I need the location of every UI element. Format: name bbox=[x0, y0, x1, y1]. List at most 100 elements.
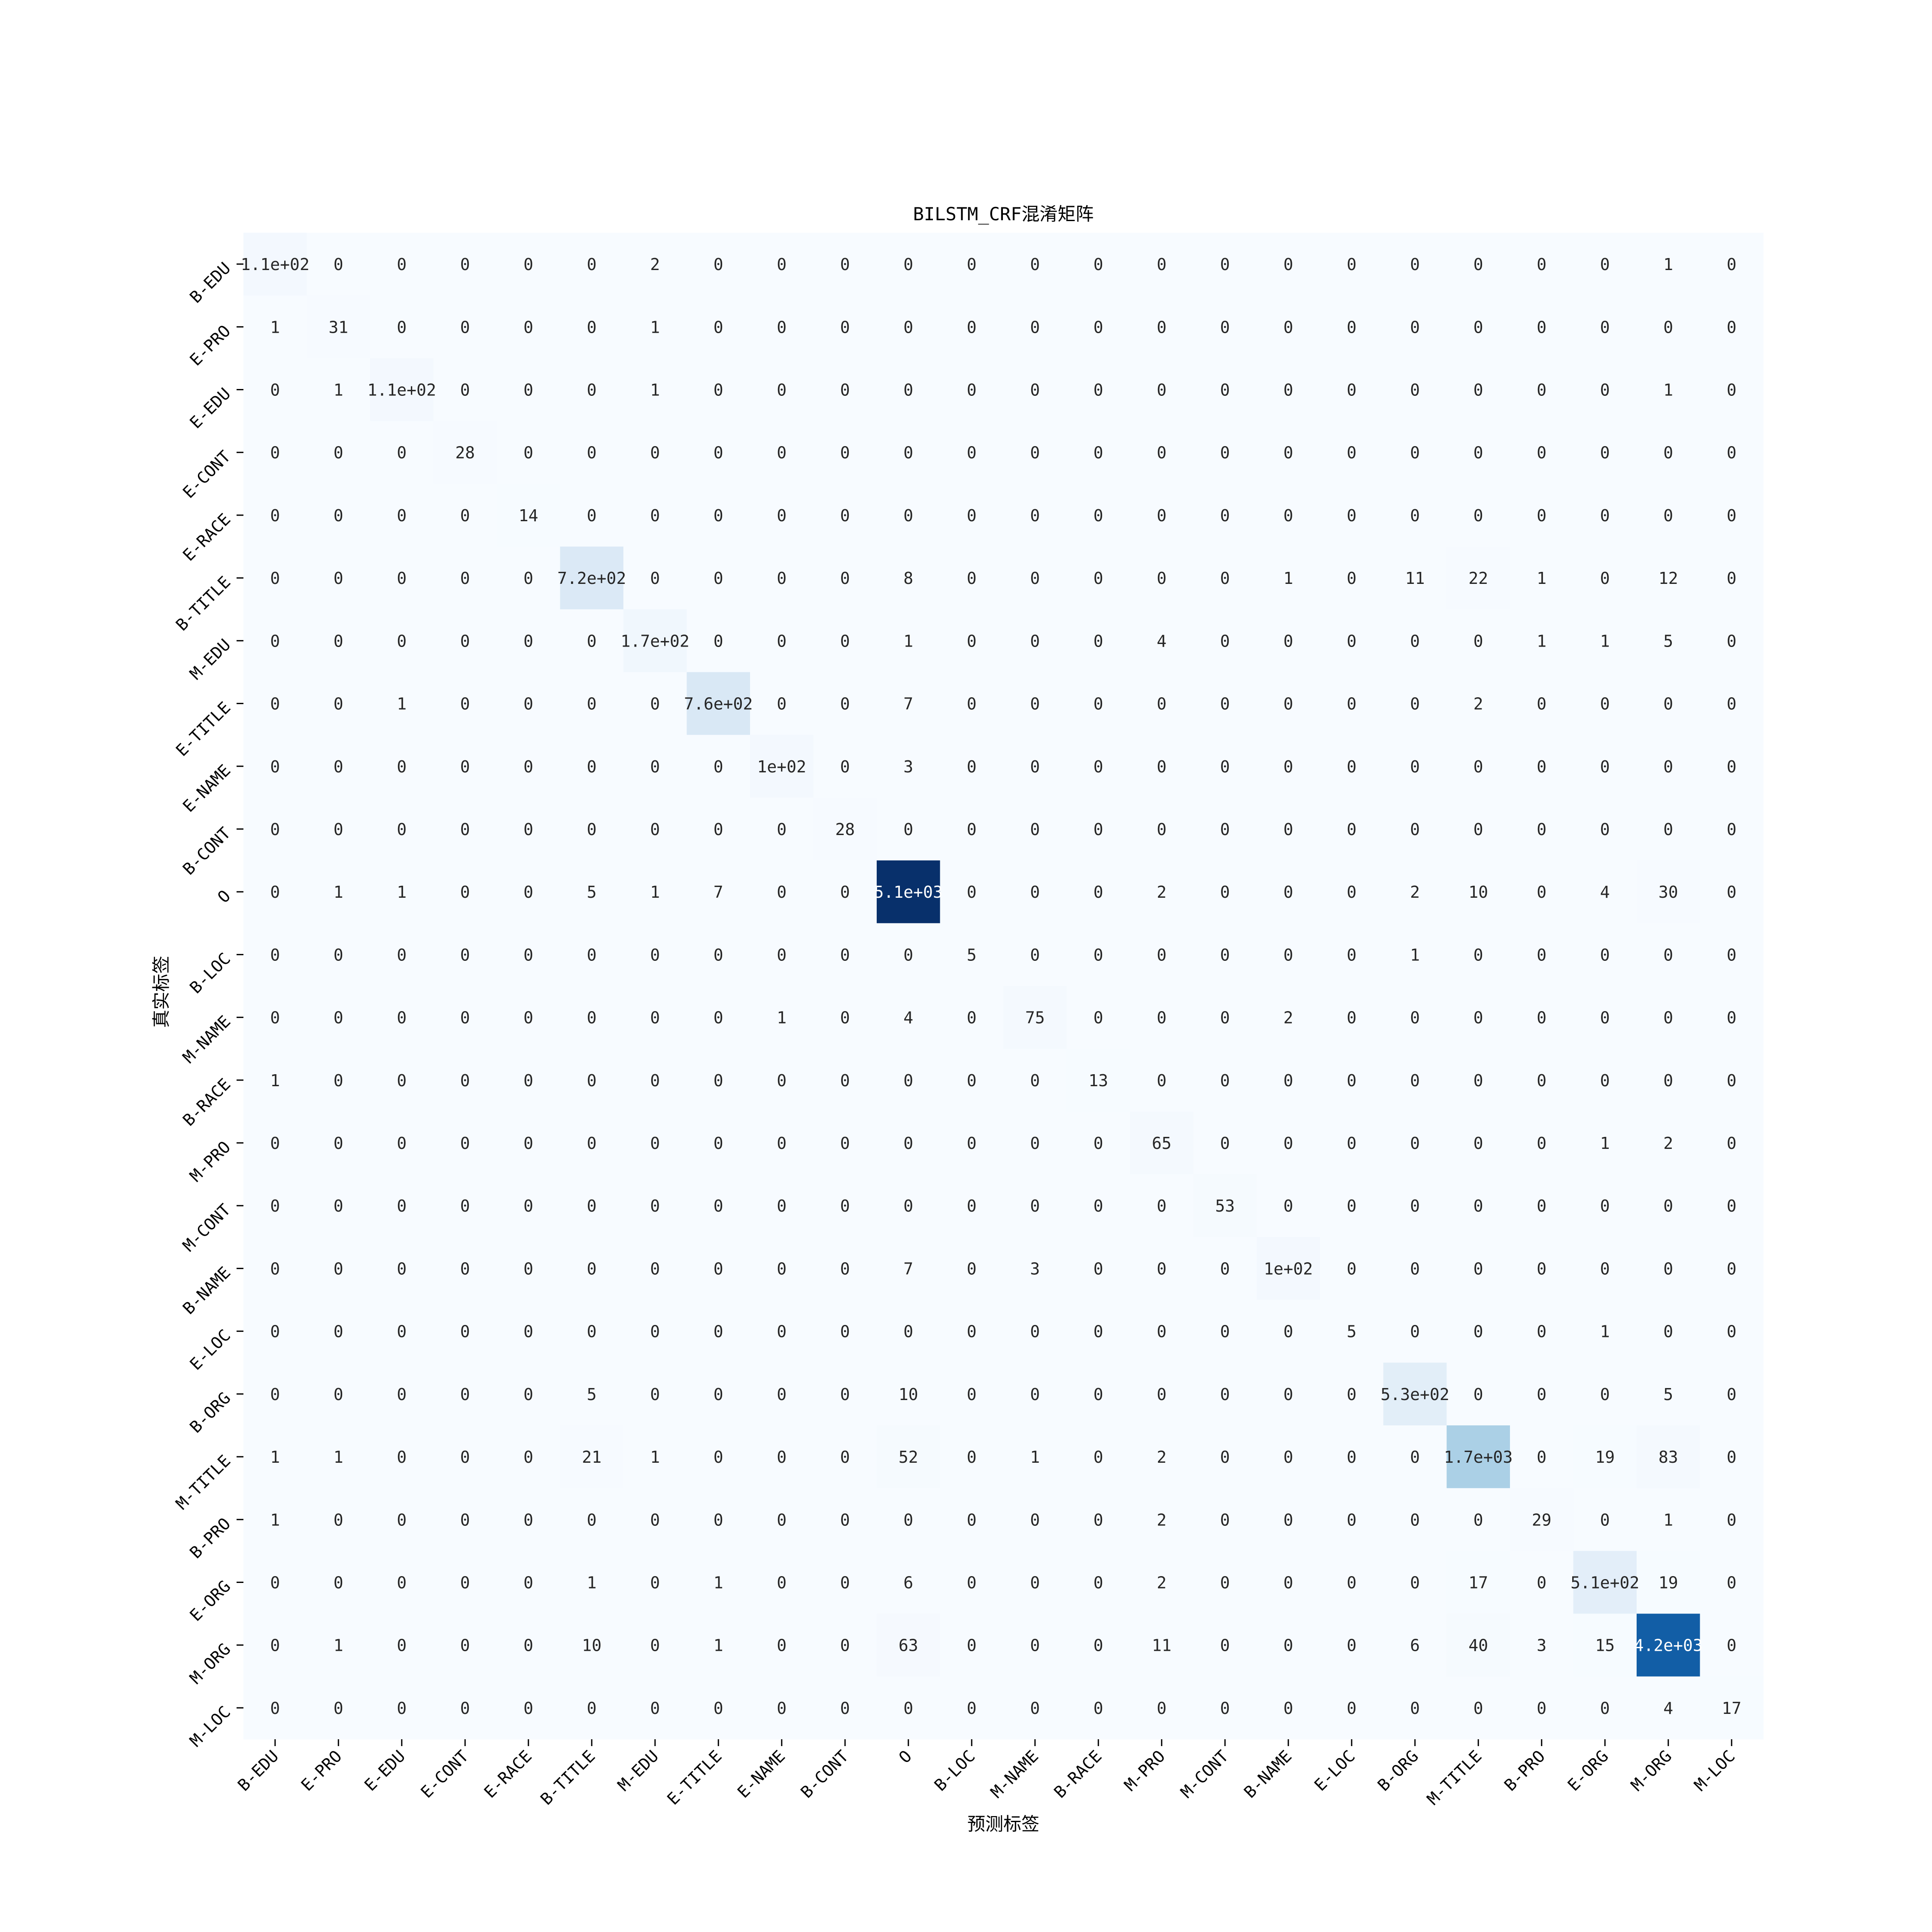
heatmap-cell bbox=[307, 923, 371, 987]
heatmap-cell bbox=[1130, 1613, 1194, 1677]
heatmap-cell bbox=[497, 1048, 561, 1112]
heatmap-cell bbox=[1637, 1551, 1701, 1614]
cell-annotation: 0 bbox=[460, 1699, 470, 1718]
heatmap-cell bbox=[813, 609, 877, 673]
cell-annotation: 1 bbox=[650, 1448, 660, 1467]
heatmap-cell bbox=[1383, 1048, 1447, 1112]
cell-annotation: 1 bbox=[397, 883, 407, 902]
heatmap-cell bbox=[940, 547, 1004, 610]
heatmap-cell bbox=[497, 923, 561, 987]
cell-annotation: 0 bbox=[1600, 318, 1610, 337]
cell-annotation: 0 bbox=[1347, 444, 1357, 462]
heatmap-cell bbox=[813, 672, 877, 735]
heatmap-cell bbox=[243, 547, 307, 610]
heatmap-cell bbox=[1383, 421, 1447, 484]
cell-annotation: 0 bbox=[1094, 318, 1103, 337]
cell-annotation: 0 bbox=[714, 1071, 723, 1090]
cell-annotation: 0 bbox=[523, 883, 533, 902]
cell-annotation: 0 bbox=[334, 1197, 343, 1215]
cell-annotation: 1 bbox=[270, 318, 280, 337]
heatmap-cell bbox=[1066, 986, 1130, 1049]
heatmap-cell bbox=[623, 421, 687, 484]
heatmap-cell bbox=[1257, 295, 1321, 359]
cell-annotation: 0 bbox=[523, 1510, 533, 1529]
heatmap-cell bbox=[560, 986, 624, 1049]
y-tick-label: M-NAME bbox=[179, 1012, 234, 1067]
heatmap-cell bbox=[1066, 295, 1130, 359]
heatmap-cell bbox=[750, 1048, 814, 1112]
cell-annotation: 0 bbox=[1663, 820, 1673, 839]
heatmap-cell bbox=[750, 860, 814, 923]
heatmap-cell bbox=[370, 1488, 434, 1551]
cell-annotation: 28 bbox=[835, 820, 855, 839]
cell-annotation: 19 bbox=[1659, 1573, 1678, 1592]
heatmap-cell bbox=[497, 421, 561, 484]
cell-annotation: 0 bbox=[1473, 444, 1483, 462]
cell-annotation: 0 bbox=[1220, 1448, 1230, 1467]
cell-annotation: 0 bbox=[397, 1573, 407, 1592]
cell-annotation: 0 bbox=[1094, 569, 1103, 588]
heatmap-cell bbox=[243, 797, 307, 861]
cell-annotation: 0 bbox=[523, 1134, 533, 1153]
heatmap-cell bbox=[433, 923, 497, 987]
heatmap-cell bbox=[1130, 483, 1194, 547]
cell-annotation: 0 bbox=[1410, 255, 1420, 274]
cell-annotation: 2 bbox=[1473, 695, 1483, 714]
cell-annotation: 53 bbox=[1215, 1197, 1235, 1215]
heatmap-cell bbox=[1700, 797, 1764, 861]
heatmap-cell bbox=[687, 1237, 750, 1300]
cell-annotation: 0 bbox=[334, 1699, 343, 1718]
cell-annotation: 0 bbox=[777, 381, 787, 400]
cell-annotation: 0 bbox=[334, 506, 343, 525]
cell-annotation: 6 bbox=[1410, 1636, 1420, 1655]
heatmap-cell bbox=[1383, 1551, 1447, 1614]
cell-annotation: 1.7e+03 bbox=[1444, 1448, 1513, 1467]
heatmap-cell bbox=[1510, 797, 1574, 861]
cell-annotation: 13 bbox=[1088, 1071, 1108, 1090]
cell-annotation: 0 bbox=[523, 444, 533, 462]
cell-annotation: 0 bbox=[777, 506, 787, 525]
heatmap-cell bbox=[243, 1613, 307, 1677]
cell-annotation: 0 bbox=[714, 569, 723, 588]
cell-annotation: 0 bbox=[270, 820, 280, 839]
heatmap-cell bbox=[1700, 1111, 1764, 1175]
cell-annotation: 0 bbox=[397, 820, 407, 839]
cell-annotation: 0 bbox=[840, 1197, 850, 1215]
cell-annotation: 0 bbox=[650, 1259, 660, 1278]
heatmap-cell bbox=[243, 358, 307, 422]
heatmap-cell bbox=[560, 233, 624, 296]
heatmap-cell bbox=[1573, 1551, 1637, 1614]
cell-annotation: 0 bbox=[1410, 1573, 1420, 1592]
heatmap-cell bbox=[1637, 1300, 1701, 1363]
cell-annotation: 0 bbox=[1030, 1322, 1040, 1341]
heatmap-cell bbox=[687, 797, 750, 861]
heatmap-cell bbox=[1320, 1676, 1384, 1740]
heatmap-cell bbox=[1193, 295, 1257, 359]
heatmap-cell bbox=[433, 735, 497, 798]
heatmap-cell bbox=[560, 1237, 624, 1300]
cell-annotation: 0 bbox=[967, 1322, 977, 1341]
cell-annotation: 0 bbox=[1030, 757, 1040, 776]
cell-annotation: 0 bbox=[650, 444, 660, 462]
cell-annotation: 0 bbox=[460, 632, 470, 650]
heatmap-cell bbox=[1700, 1676, 1764, 1740]
heatmap-cell bbox=[307, 1048, 371, 1112]
cell-annotation: 0 bbox=[1220, 381, 1230, 400]
heatmap-cell bbox=[1193, 1362, 1257, 1426]
cell-annotation: 0 bbox=[334, 757, 343, 776]
cell-annotation: 0 bbox=[840, 1071, 850, 1090]
heatmap-cell bbox=[560, 1174, 624, 1237]
heatmap-cell bbox=[1003, 295, 1067, 359]
cell-annotation: 0 bbox=[1094, 945, 1103, 964]
heatmap-cell bbox=[1003, 1300, 1067, 1363]
cell-annotation: 0 bbox=[967, 1197, 977, 1215]
cell-annotation: 0 bbox=[1030, 820, 1040, 839]
cell-annotation: 0 bbox=[1663, 1071, 1673, 1090]
cell-annotation: 1 bbox=[1030, 1448, 1040, 1467]
heatmap-cell bbox=[243, 1488, 307, 1551]
heatmap-cell bbox=[433, 986, 497, 1049]
heatmap-cell bbox=[623, 986, 687, 1049]
heatmap-cell bbox=[1003, 797, 1067, 861]
heatmap-cell bbox=[307, 672, 371, 735]
cell-annotation: 0 bbox=[270, 945, 280, 964]
